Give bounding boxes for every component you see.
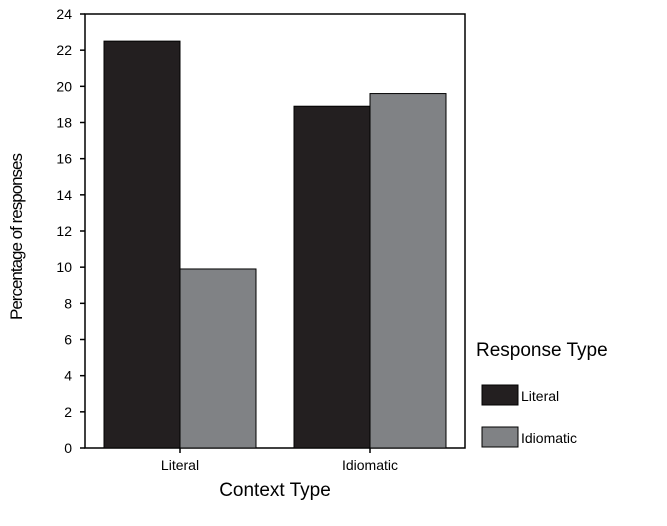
legend-items: Literal Idiomatic [481,384,577,448]
y-tick-label: 14 [56,187,72,203]
legend: Response Type Literal Idiomatic [476,340,608,448]
x-tick-label: Idiomatic [342,457,398,473]
legend-label-literal: Literal [521,388,559,404]
legend-swatch-idiomatic [481,426,519,448]
y-tick-label: 0 [64,440,72,456]
y-tick-label: 6 [64,332,72,348]
legend-title: Response Type [476,340,608,361]
x-axis: Literal Idiomatic [161,448,398,473]
legend-label-idiomatic: Idiomatic [521,430,577,446]
y-tick-label: 16 [56,151,72,167]
bars [103,40,447,449]
y-tick-label: 24 [56,6,72,22]
bar-idiomatic-literal [179,268,257,449]
y-tick-label: 10 [56,259,72,275]
bar-literal-literal [103,40,181,449]
y-tick-label: 22 [56,42,72,58]
x-axis-title: Context Type [219,480,331,501]
y-tick-label: 12 [56,223,72,239]
y-tick-label: 4 [64,368,72,384]
y-tick-label: 20 [56,78,72,94]
y-tick-label: 2 [64,404,72,420]
x-tick-label: Literal [161,457,199,473]
bar-literal-idiomatic [293,105,371,449]
y-tick-label: 8 [64,295,72,311]
legend-swatch-literal [481,384,519,406]
bar-idiomatic-idiomatic [369,93,447,449]
y-tick-label: 18 [56,115,72,131]
y-axis-title: Percentage of responses [7,153,26,320]
